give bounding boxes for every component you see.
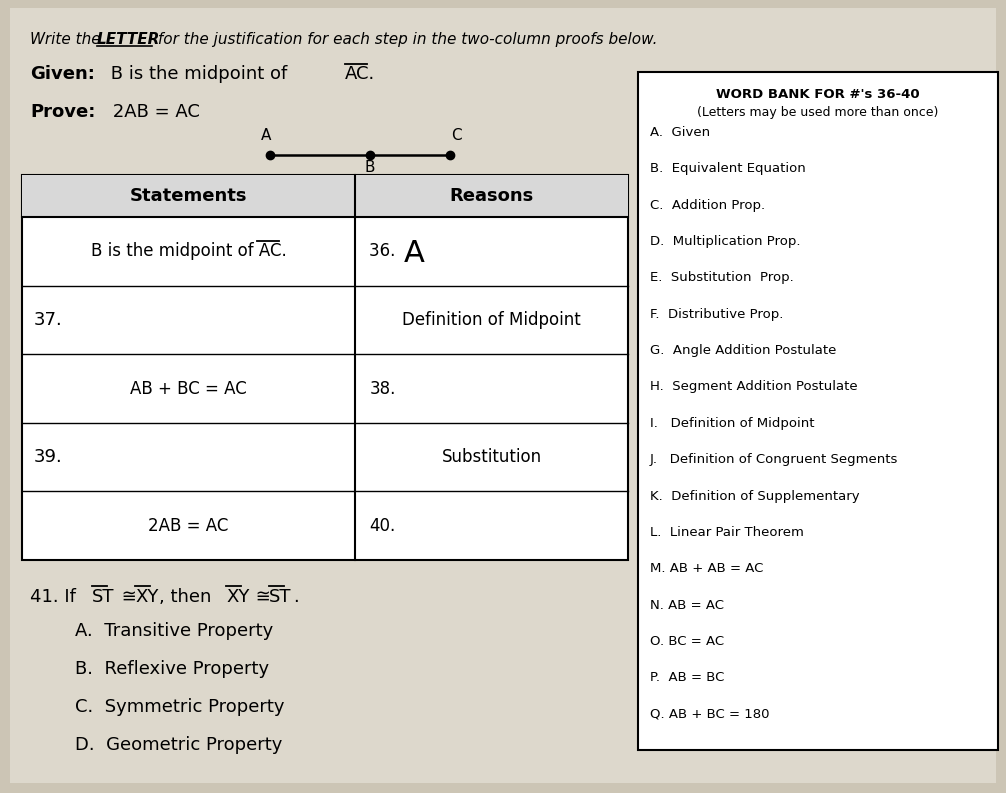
Text: A: A [403, 239, 425, 268]
FancyBboxPatch shape [22, 175, 628, 560]
Text: L.  Linear Pair Theorem: L. Linear Pair Theorem [650, 526, 804, 539]
Text: E.  Substitution  Prop.: E. Substitution Prop. [650, 271, 794, 285]
Text: 37.: 37. [34, 311, 62, 329]
Text: B is the midpoint of AC.: B is the midpoint of AC. [91, 243, 287, 260]
Text: 36.: 36. [369, 243, 401, 260]
Text: LETTER: LETTER [97, 32, 160, 47]
FancyBboxPatch shape [638, 72, 998, 750]
Text: G.  Angle Addition Postulate: G. Angle Addition Postulate [650, 344, 836, 357]
Text: (Letters may be used more than once): (Letters may be used more than once) [697, 106, 939, 119]
Text: B.  Reflexive Property: B. Reflexive Property [75, 660, 270, 678]
Text: 38.: 38. [369, 380, 395, 397]
Text: B: B [365, 160, 375, 175]
Text: Definition of Midpoint: Definition of Midpoint [402, 311, 581, 329]
Text: , then: , then [159, 588, 217, 606]
Text: Q. AB + BC = 180: Q. AB + BC = 180 [650, 707, 770, 721]
Text: C.  Addition Prop.: C. Addition Prop. [650, 199, 766, 212]
Text: 2AB = AC: 2AB = AC [107, 103, 200, 121]
Text: K.  Definition of Supplementary: K. Definition of Supplementary [650, 489, 859, 503]
Text: A: A [261, 128, 272, 143]
Text: Prove:: Prove: [30, 103, 96, 121]
Text: WORD BANK FOR #'s 36-40: WORD BANK FOR #'s 36-40 [716, 88, 919, 101]
Text: C: C [451, 128, 462, 143]
Text: 2AB = AC: 2AB = AC [149, 517, 228, 534]
Text: 39.: 39. [34, 448, 62, 466]
Text: Reasons: Reasons [450, 187, 534, 205]
Text: D.  Multiplication Prop.: D. Multiplication Prop. [650, 235, 801, 248]
Text: Statements: Statements [130, 187, 247, 205]
Text: .: . [293, 588, 299, 606]
Text: Substitution: Substitution [442, 448, 541, 466]
Text: H.  Segment Addition Postulate: H. Segment Addition Postulate [650, 381, 858, 393]
Text: for the justification for each step in the two-column proofs below.: for the justification for each step in t… [153, 32, 658, 47]
Text: Write the: Write the [30, 32, 106, 47]
Text: C.  Symmetric Property: C. Symmetric Property [75, 698, 285, 716]
Text: D.  Geometric Property: D. Geometric Property [75, 736, 283, 754]
Text: A.  Given: A. Given [650, 126, 710, 139]
Text: B is the midpoint of: B is the midpoint of [105, 65, 293, 83]
Text: ST: ST [92, 588, 115, 606]
FancyBboxPatch shape [22, 175, 628, 217]
Text: B.  Equivalent Equation: B. Equivalent Equation [650, 163, 806, 175]
Text: AC.: AC. [345, 65, 375, 83]
Text: XY: XY [135, 588, 158, 606]
Text: 41. If: 41. If [30, 588, 81, 606]
Text: A.  Transitive Property: A. Transitive Property [75, 622, 274, 640]
Text: N. AB = AC: N. AB = AC [650, 599, 724, 611]
Text: J.   Definition of Congruent Segments: J. Definition of Congruent Segments [650, 453, 898, 466]
Text: O. BC = AC: O. BC = AC [650, 635, 724, 648]
Text: P.  AB = BC: P. AB = BC [650, 672, 724, 684]
Text: 40.: 40. [369, 517, 395, 534]
Text: ≅: ≅ [116, 588, 143, 606]
Text: F.  Distributive Prop.: F. Distributive Prop. [650, 308, 784, 320]
Text: AB + BC = AC: AB + BC = AC [130, 380, 247, 397]
Text: I.   Definition of Midpoint: I. Definition of Midpoint [650, 417, 815, 430]
Text: ST: ST [269, 588, 292, 606]
Text: Given:: Given: [30, 65, 95, 83]
FancyBboxPatch shape [10, 8, 996, 783]
Text: M. AB + AB = AC: M. AB + AB = AC [650, 562, 764, 575]
Text: XY: XY [226, 588, 249, 606]
Text: ≅: ≅ [250, 588, 277, 606]
